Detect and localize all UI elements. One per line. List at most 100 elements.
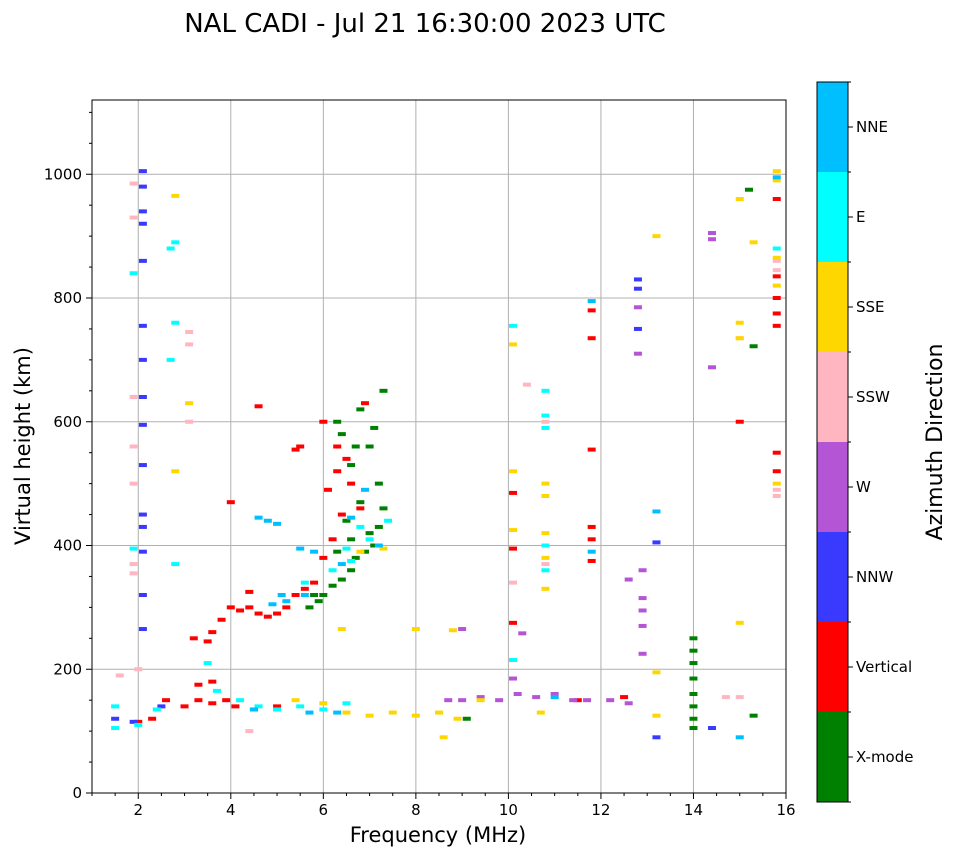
data-point-nne [587, 299, 596, 304]
data-point-nnw [633, 326, 642, 331]
data-point-nnw [138, 549, 147, 554]
data-point-x-mode [689, 636, 698, 641]
data-point-nnw [138, 323, 147, 328]
colorbar-segment-x-mode [817, 712, 848, 802]
data-point-sse [772, 283, 781, 288]
data-point-vertical [194, 682, 203, 687]
data-point-nnw [138, 395, 147, 399]
data-point-vertical [291, 447, 300, 452]
data-point-x-mode [749, 344, 758, 349]
data-point-vertical [337, 512, 346, 517]
data-point-w [707, 365, 716, 370]
data-point-vertical [772, 311, 781, 316]
data-point-x-mode [689, 692, 698, 696]
data-point-nne [282, 599, 291, 604]
data-point-sse [185, 401, 194, 406]
colorbar-label: E [856, 208, 865, 226]
data-point-x-mode [689, 726, 698, 731]
colorbar-label: SSW [856, 388, 890, 406]
data-point-sse [652, 234, 661, 239]
data-point-w [638, 568, 647, 573]
data-point-e [384, 518, 393, 523]
data-point-nne [305, 710, 314, 715]
data-point-nne [300, 593, 309, 597]
y-tick-label: 800 [53, 289, 82, 307]
data-point-nnw [138, 627, 147, 632]
data-point-vertical [194, 698, 203, 703]
x-tick-label: 6 [319, 801, 329, 819]
data-point-sse [652, 670, 661, 675]
colorbar-label: X-mode [856, 748, 913, 766]
x-tick-label: 10 [499, 801, 518, 819]
data-point-nne [337, 562, 346, 567]
data-point-e [347, 558, 356, 563]
data-point-nne [587, 549, 596, 554]
data-point-e [300, 580, 309, 585]
data-point-sse [541, 555, 550, 560]
data-point-ssw [772, 258, 781, 263]
data-point-e [342, 546, 351, 551]
data-point-x-mode [462, 716, 471, 721]
data-point-vertical [573, 698, 582, 703]
data-point-vertical [254, 611, 263, 616]
colorbar: X-mode Vertical NNW W SSW SSE E NNE [816, 81, 913, 803]
colorbar-title: Azimuth Direction [923, 343, 948, 540]
data-point-sse [735, 320, 744, 325]
data-point-w [606, 698, 615, 703]
data-point-nne [273, 521, 282, 526]
data-point-vertical [254, 404, 263, 409]
data-point-x-mode [370, 425, 379, 430]
data-point-e [152, 707, 161, 712]
data-point-e [296, 704, 305, 709]
data-point-sse [509, 469, 518, 474]
data-point-nnw [652, 735, 661, 740]
data-point-sse [541, 481, 550, 486]
data-point-e [541, 543, 550, 548]
data-point-e [236, 698, 245, 703]
data-point-sse [171, 193, 180, 198]
data-point-vertical [208, 630, 217, 635]
data-point-sse [356, 549, 365, 554]
colorbar-label: W [856, 478, 871, 496]
data-point-sse [735, 336, 744, 341]
data-point-x-mode [333, 419, 342, 424]
data-point-vertical [587, 558, 596, 563]
data-point-x-mode [749, 713, 758, 718]
data-point-nnw [157, 704, 166, 709]
data-point-ssw [772, 487, 781, 492]
plot-area: 2 4 6 8 10 12 14 16 0 200 400 600 800 1000 [44, 99, 796, 819]
data-point-ssw [129, 444, 138, 449]
data-point-vertical [319, 419, 328, 424]
data-point-vertical [208, 701, 217, 706]
data-point-ssw [541, 419, 550, 424]
data-point-vertical [587, 537, 596, 542]
data-point-vertical [620, 695, 629, 700]
data-point-w [638, 623, 647, 628]
data-point-nnw [633, 286, 642, 291]
data-point-vertical [273, 611, 282, 616]
y-axis-label: Virtual height (km) [11, 347, 35, 545]
colorbar-label: SSE [856, 298, 885, 316]
x-axis-label: Frequency (MHz) [350, 823, 526, 847]
data-point-sse [453, 716, 462, 721]
data-point-w [509, 676, 518, 681]
data-point-nne [772, 175, 781, 180]
data-point-nnw [129, 719, 138, 724]
colorbar-segment-nnw [817, 532, 848, 622]
data-point-x-mode [365, 531, 374, 536]
axes-frame [91, 99, 787, 794]
data-point-x-mode [337, 432, 346, 437]
data-point-nnw [138, 184, 147, 189]
data-point-e [134, 722, 143, 727]
data-point-vertical [162, 698, 171, 703]
data-point-vertical [772, 274, 781, 279]
data-point-ssw [185, 419, 194, 424]
data-point-nnw [138, 593, 147, 597]
data-point-e [365, 537, 374, 542]
data-point-w [550, 692, 559, 696]
data-point-x-mode [337, 577, 346, 582]
data-point-vertical [772, 469, 781, 474]
data-point-ssw [115, 673, 124, 678]
data-point-vertical [273, 704, 282, 709]
data-point-w [569, 698, 578, 703]
